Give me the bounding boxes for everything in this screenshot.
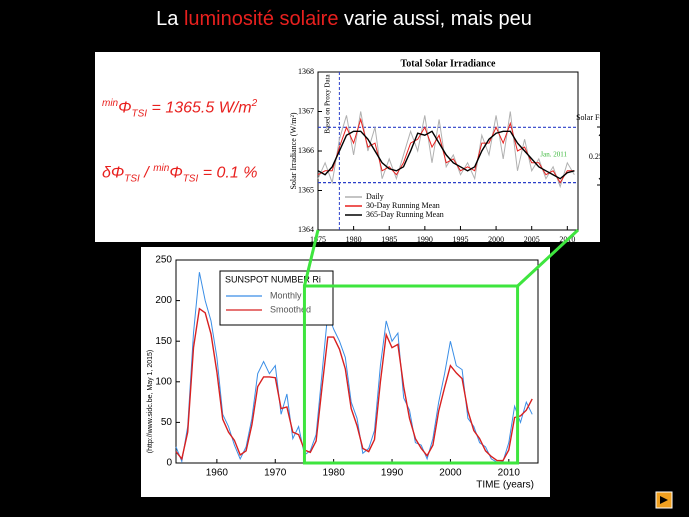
source-note: (http://www.sidc.be, May 1, 2015) <box>147 350 154 454</box>
legend-box <box>219 270 334 326</box>
eq-symbol: Φ <box>118 99 132 117</box>
top-panel <box>95 52 600 242</box>
x-tick-label: 1995 <box>452 235 468 244</box>
x-tick-label: 1970 <box>264 468 287 479</box>
x-tick-label: 1975 <box>310 235 326 244</box>
x-tick-label: 1990 <box>381 468 404 479</box>
eq-symbol: Φ <box>169 164 183 182</box>
legend-label: Daily <box>366 192 384 201</box>
y-tick-label: 50 <box>161 417 173 428</box>
y-tick-label: 1368 <box>298 67 314 76</box>
x-tick-label: 1980 <box>323 468 346 479</box>
title-part: varie aussi, mais peu <box>338 8 531 30</box>
x-tick-label: 1980 <box>346 235 362 244</box>
legend-label: 30-Day Running Mean <box>366 201 440 210</box>
legend-label: Smoothed <box>270 304 311 314</box>
eq-sup: min <box>153 163 170 174</box>
x-tick-label: 1990 <box>417 235 433 244</box>
legend-label: 365-Day Running Mean <box>366 210 444 219</box>
eq-sub: TSI <box>182 173 199 185</box>
nav-icon[interactable] <box>655 491 673 509</box>
eq-text: / <box>139 164 154 182</box>
eq-sub: TSI <box>131 108 148 120</box>
legend-label: Monthly <box>270 290 302 300</box>
eq-sup: 2 <box>251 98 258 109</box>
title-highlight: luminosité solaire <box>184 8 339 30</box>
x-tick-label: 2000 <box>439 468 462 479</box>
annotation: Based on Proxy Data <box>324 73 332 133</box>
equation-1: minΦTSI = 1365.5 W/m2 <box>102 98 257 120</box>
eq-text: = 0.1 % <box>198 164 258 182</box>
y-tick-label: 1365 <box>298 185 314 194</box>
series-line <box>317 111 575 189</box>
legend-title: SUNSPOT NUMBER Ri <box>225 274 321 284</box>
arrow-head <box>598 177 606 183</box>
y-tick-label: 200 <box>155 295 172 306</box>
x-tick-label: 1985 <box>381 235 397 244</box>
y-tick-label: 1364 <box>298 225 314 234</box>
x-axis-label: TIME (years) <box>476 480 534 491</box>
arrow-head <box>598 131 606 137</box>
y-tick-label: 1366 <box>298 146 314 155</box>
slide-title: La luminosité solaire varie aussi, mais … <box>156 8 532 30</box>
eq-sup: min <box>102 98 119 109</box>
equation-2: δΦTSI / minΦTSI = 0.1 % <box>102 163 257 185</box>
eq-text: = 1365.5 W/m <box>147 99 252 117</box>
chart: 1975198019851990199520002005201013641365… <box>298 67 579 244</box>
title-part: La <box>156 8 184 30</box>
nav-arrow <box>660 496 668 504</box>
forcing-arrows <box>597 126 607 186</box>
x-tick-label: 2000 <box>488 235 504 244</box>
y-tick-label: 100 <box>155 376 172 387</box>
eq-sub: TSI <box>124 173 140 185</box>
x-tick-label: 2010 <box>498 468 521 479</box>
annotation: Solar Forcing <box>576 113 620 122</box>
series-line <box>175 307 533 462</box>
eq-symbol: δΦ <box>102 164 125 182</box>
zoom-connector <box>302 229 320 287</box>
chart-title: Total Solar Irradiance <box>400 58 496 69</box>
y-tick-label: 1367 <box>298 106 314 115</box>
y-tick-label: 0 <box>166 458 172 469</box>
x-tick-label: 2005 <box>524 235 540 244</box>
y-tick-label: 150 <box>155 336 172 347</box>
x-tick-label: 1960 <box>206 468 229 479</box>
y-tick-label: 250 <box>155 255 172 266</box>
zoom-box <box>302 284 520 465</box>
y-axis-label: Solar Irradiance (W/m²) <box>289 112 298 189</box>
annotation: Jan. 2011 <box>540 151 567 159</box>
annotation: 0.25 W/m² <box>589 152 624 161</box>
series-line <box>317 117 575 184</box>
zoom-connector <box>516 228 580 288</box>
series-line <box>317 130 575 180</box>
